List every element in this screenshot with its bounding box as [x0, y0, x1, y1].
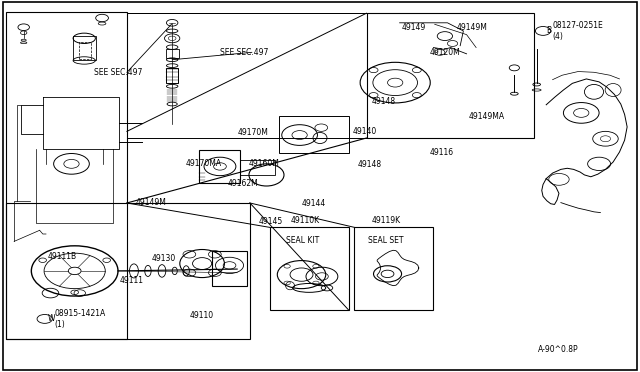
- Text: A-90^0.8P: A-90^0.8P: [538, 345, 578, 354]
- Bar: [367, 13, 534, 138]
- Text: SEE SEC.497: SEE SEC.497: [220, 48, 268, 57]
- Bar: [355, 227, 433, 310]
- Bar: [79, 42, 91, 59]
- Text: 49170MA: 49170MA: [186, 159, 221, 169]
- Bar: [278, 116, 349, 153]
- Text: 49149: 49149: [401, 23, 426, 32]
- Text: 49110K: 49110K: [291, 216, 320, 225]
- Bar: [199, 150, 241, 183]
- Text: 49110: 49110: [190, 311, 214, 320]
- Text: 49119K: 49119K: [372, 216, 401, 225]
- Text: 49149M: 49149M: [136, 199, 166, 208]
- Text: 49144: 49144: [301, 199, 326, 208]
- Text: 49160M: 49160M: [248, 159, 280, 169]
- Text: 49170M: 49170M: [238, 128, 269, 137]
- Text: B: B: [546, 26, 551, 35]
- Text: W: W: [48, 314, 56, 323]
- Text: 08915-1421A
(1): 08915-1421A (1): [54, 309, 106, 328]
- Text: 08127-0251E
(4): 08127-0251E (4): [552, 21, 604, 41]
- Bar: [269, 227, 349, 310]
- Text: 49148: 49148: [358, 160, 381, 169]
- Text: 49149MA: 49149MA: [469, 112, 505, 121]
- Bar: [74, 36, 96, 61]
- Text: 49149M: 49149M: [457, 23, 488, 32]
- Bar: [166, 68, 178, 83]
- Bar: [241, 160, 275, 175]
- Bar: [212, 251, 246, 286]
- Text: SEE SEC.497: SEE SEC.497: [95, 68, 143, 77]
- Text: 49111: 49111: [119, 276, 143, 285]
- Text: SEAL KIT: SEAL KIT: [285, 236, 319, 245]
- Text: 49116: 49116: [429, 148, 454, 157]
- Text: 49162M: 49162M: [228, 179, 259, 188]
- Bar: [166, 49, 179, 58]
- Bar: [6, 203, 250, 339]
- Text: 49111B: 49111B: [48, 251, 77, 261]
- Text: SEAL SET: SEAL SET: [369, 236, 404, 245]
- Text: 49148: 49148: [372, 97, 396, 106]
- Text: 49145: 49145: [259, 217, 283, 226]
- Text: 49130: 49130: [151, 254, 175, 263]
- Text: 49120M: 49120M: [429, 48, 460, 57]
- Text: 49140: 49140: [353, 127, 377, 136]
- Bar: [6, 12, 127, 339]
